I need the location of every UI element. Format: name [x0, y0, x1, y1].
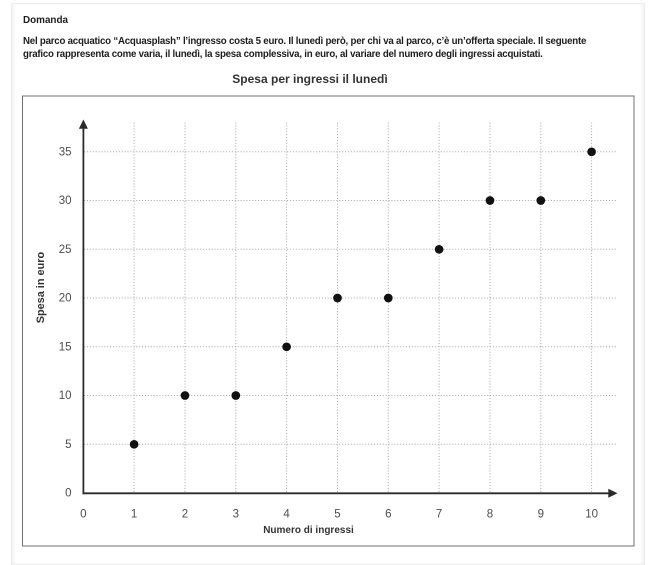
svg-text:8: 8 [487, 508, 493, 520]
svg-text:9: 9 [538, 508, 544, 520]
svg-text:25: 25 [59, 244, 72, 256]
svg-text:10: 10 [585, 508, 598, 520]
svg-text:2: 2 [182, 508, 188, 520]
svg-text:35: 35 [59, 146, 72, 158]
svg-text:1: 1 [131, 508, 137, 520]
svg-text:4: 4 [283, 508, 290, 520]
svg-text:0: 0 [80, 508, 86, 520]
svg-text:0: 0 [65, 488, 71, 500]
svg-text:10: 10 [59, 390, 72, 402]
svg-text:Spesa per ingressi il lunedì: Spesa per ingressi il lunedì [232, 72, 387, 86]
svg-text:3: 3 [233, 508, 239, 520]
svg-text:6: 6 [385, 508, 391, 520]
svg-text:Numero di ingressi: Numero di ingressi [263, 525, 354, 536]
svg-text:5: 5 [334, 508, 340, 520]
svg-text:20: 20 [59, 293, 72, 305]
svg-text:7: 7 [436, 508, 442, 520]
svg-text:15: 15 [59, 341, 72, 353]
svg-text:5: 5 [65, 439, 71, 451]
svg-text:30: 30 [59, 195, 72, 207]
svg-text:Spesa in euro: Spesa in euro [35, 252, 47, 324]
